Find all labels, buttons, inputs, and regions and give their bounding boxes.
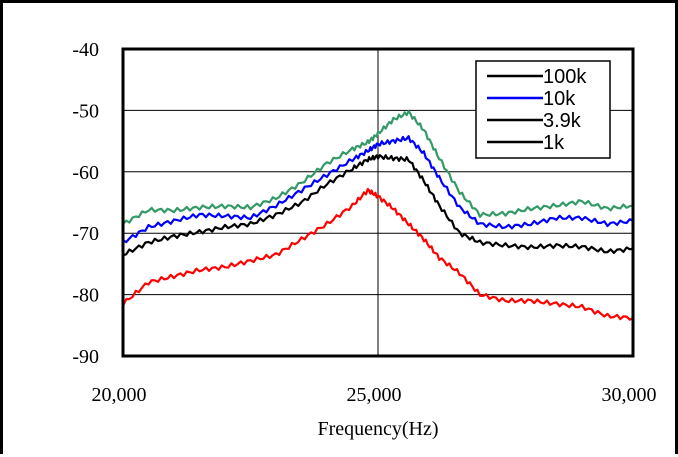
x-axis: 20,000 25,000 30,000 xyxy=(92,384,657,406)
y-tick-label: -40 xyxy=(72,39,99,61)
series-line-0 xyxy=(122,110,634,225)
series-line-3 xyxy=(122,187,634,321)
y-tick-label: -60 xyxy=(72,162,99,184)
y-tick-label: -50 xyxy=(72,100,99,122)
series-line-2 xyxy=(122,154,634,257)
legend-label: 3.9k xyxy=(543,110,582,132)
legend-label: 1k xyxy=(543,132,565,154)
y-axis: -40 -50 -60 -70 -80 -90 xyxy=(72,39,99,368)
series-line-1 xyxy=(122,135,634,244)
legend-label: 10k xyxy=(543,88,576,110)
line-chart: -40 -50 -60 -70 -80 -90 20,000 25,000 30,000 Fr… xyxy=(72,39,657,440)
series-layer xyxy=(122,110,634,321)
y-tick-label: -90 xyxy=(72,346,99,368)
x-tick-label: 30,000 xyxy=(602,384,657,406)
legend-label: 100k xyxy=(543,66,587,88)
x-tick-label: 20,000 xyxy=(92,384,147,406)
x-axis-title: Frequency(Hz) xyxy=(317,418,438,440)
y-tick-label: -70 xyxy=(72,223,99,245)
x-tick-label: 25,000 xyxy=(347,384,402,406)
y-tick-label: -80 xyxy=(72,285,99,307)
plot-area xyxy=(121,47,635,358)
